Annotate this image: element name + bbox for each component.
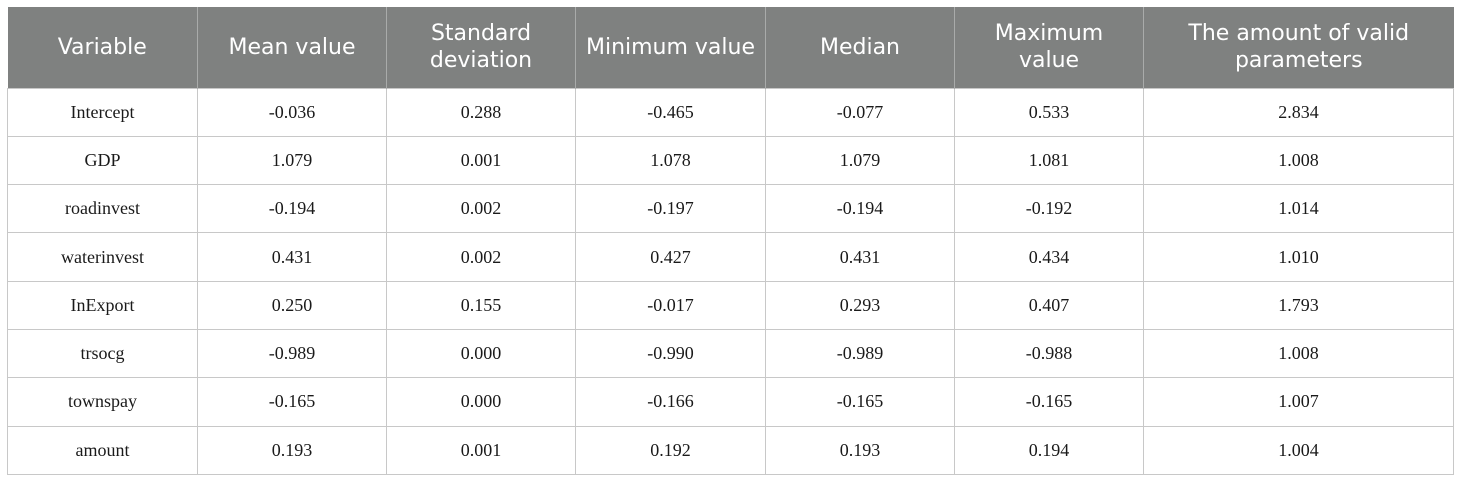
cell-variable: trsocg: [7, 328, 198, 378]
cell-valid-params: 1.004: [1143, 425, 1454, 475]
cell-mean: 1.079: [197, 135, 387, 185]
cell-variable: roadinvest: [7, 184, 198, 233]
header-row: Variable Mean value Standard deviation M…: [7, 7, 1454, 88]
cell-std: 0.155: [386, 280, 576, 330]
cell-median: 0.193: [765, 425, 955, 475]
cell-median: -0.194: [765, 184, 955, 233]
cell-max: 0.407: [954, 280, 1144, 330]
cell-valid-params: 2.834: [1143, 87, 1454, 137]
cell-mean: 0.431: [197, 232, 387, 282]
table-row: InExport 0.250 0.155 -0.017 0.293 0.407 …: [7, 280, 1454, 330]
cell-valid-params: 1.014: [1143, 184, 1454, 233]
cell-median: 0.293: [765, 280, 955, 330]
cell-std: 0.001: [386, 425, 576, 475]
cell-valid-params: 1.793: [1143, 280, 1454, 330]
header-mean-value: Mean value: [197, 7, 387, 88]
cell-median: 1.079: [765, 135, 955, 185]
cell-min: -0.465: [575, 87, 766, 137]
cell-valid-params: 1.008: [1143, 135, 1454, 185]
header-maximum-value: Maximum value: [954, 7, 1144, 88]
statistics-table-container: Variable Mean value Standard deviation M…: [7, 7, 1454, 475]
cell-variable: InExport: [7, 280, 198, 330]
cell-max: -0.192: [954, 184, 1144, 233]
table-row: amount 0.193 0.001 0.192 0.193 0.194 1.0…: [7, 425, 1454, 475]
cell-min: -0.017: [575, 280, 766, 330]
header-valid-parameters: The amount of valid parameters: [1143, 7, 1454, 88]
table-row: trsocg -0.989 0.000 -0.990 -0.989 -0.988…: [7, 328, 1454, 378]
cell-min: 0.427: [575, 232, 766, 282]
table-row: waterinvest 0.431 0.002 0.427 0.431 0.43…: [7, 232, 1454, 282]
statistics-table: Variable Mean value Standard deviation M…: [7, 7, 1454, 475]
cell-max: 1.081: [954, 135, 1144, 185]
cell-std: 0.288: [386, 87, 576, 137]
cell-median: -0.165: [765, 377, 955, 427]
cell-median: 0.431: [765, 232, 955, 282]
table-row: roadinvest -0.194 0.002 -0.197 -0.194 -0…: [7, 184, 1454, 233]
table-row: GDP 1.079 0.001 1.078 1.079 1.081 1.008: [7, 135, 1454, 185]
cell-min: -0.197: [575, 184, 766, 233]
cell-std: 0.000: [386, 328, 576, 378]
cell-mean: 0.250: [197, 280, 387, 330]
cell-variable: amount: [7, 425, 198, 475]
cell-mean: -0.989: [197, 328, 387, 378]
header-standard-deviation: Standard deviation: [386, 7, 576, 88]
table-body: Intercept -0.036 0.288 -0.465 -0.077 0.5…: [7, 87, 1454, 475]
cell-max: -0.165: [954, 377, 1144, 427]
cell-max: 0.434: [954, 232, 1144, 282]
cell-std: 0.002: [386, 184, 576, 233]
cell-variable: waterinvest: [7, 232, 198, 282]
header-variable: Variable: [7, 7, 198, 88]
cell-mean: 0.193: [197, 425, 387, 475]
header-median: Median: [765, 7, 955, 88]
cell-valid-params: 1.010: [1143, 232, 1454, 282]
cell-variable: GDP: [7, 135, 198, 185]
table-row: Intercept -0.036 0.288 -0.465 -0.077 0.5…: [7, 87, 1454, 137]
cell-max: 0.533: [954, 87, 1144, 137]
cell-min: 1.078: [575, 135, 766, 185]
cell-max: 0.194: [954, 425, 1144, 475]
table-row: townspay -0.165 0.000 -0.166 -0.165 -0.1…: [7, 377, 1454, 427]
cell-variable: townspay: [7, 377, 198, 427]
cell-std: 0.001: [386, 135, 576, 185]
table-header: Variable Mean value Standard deviation M…: [7, 7, 1454, 88]
cell-valid-params: 1.007: [1143, 377, 1454, 427]
cell-valid-params: 1.008: [1143, 328, 1454, 378]
cell-median: -0.989: [765, 328, 955, 378]
cell-max: -0.988: [954, 328, 1144, 378]
cell-median: -0.077: [765, 87, 955, 137]
cell-variable: Intercept: [7, 87, 198, 137]
cell-mean: -0.036: [197, 87, 387, 137]
cell-min: -0.990: [575, 328, 766, 378]
cell-min: 0.192: [575, 425, 766, 475]
cell-mean: -0.194: [197, 184, 387, 233]
cell-std: 0.002: [386, 232, 576, 282]
header-minimum-value: Minimum value: [575, 7, 766, 88]
cell-std: 0.000: [386, 377, 576, 427]
cell-min: -0.166: [575, 377, 766, 427]
cell-mean: -0.165: [197, 377, 387, 427]
